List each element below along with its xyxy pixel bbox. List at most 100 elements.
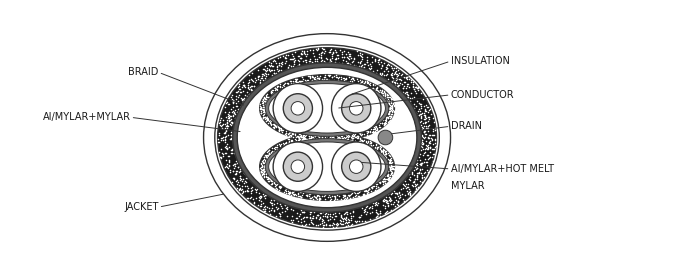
Point [257,100,268,104]
Point [385,167,396,171]
Point [414,107,425,111]
Point [380,200,391,204]
Point [323,132,334,136]
Point [412,177,423,182]
Point [239,83,250,88]
Point [391,80,403,85]
Point [368,184,380,189]
Point [390,78,401,82]
Point [258,164,269,168]
Point [391,202,402,206]
Point [408,84,419,88]
Point [366,144,377,148]
Point [352,60,363,65]
Point [308,76,319,81]
Ellipse shape [233,63,421,212]
Point [294,134,305,139]
Circle shape [350,101,363,115]
Point [284,191,295,195]
Point [255,196,266,200]
Point [254,102,266,106]
Point [405,90,416,95]
Point [264,178,275,183]
Point [271,182,282,187]
Point [423,124,434,128]
Ellipse shape [203,34,451,241]
Point [382,173,393,177]
Point [322,140,333,144]
Point [257,168,268,172]
Point [285,218,296,222]
Point [379,205,390,210]
Text: DRAIN: DRAIN [451,121,482,131]
Point [292,192,303,196]
Point [259,76,271,80]
Point [219,135,230,139]
Point [313,194,324,199]
Point [385,96,396,100]
Point [292,54,303,58]
Point [386,165,397,169]
Point [324,58,336,63]
Point [256,164,267,168]
Point [356,138,367,142]
Point [274,211,285,215]
Point [262,116,273,121]
Point [370,125,382,129]
Point [238,83,249,87]
Point [356,130,367,134]
Point [227,98,238,103]
Point [352,77,363,82]
Point [361,133,372,138]
Point [359,80,370,85]
Point [234,186,245,190]
Point [225,123,236,127]
Point [431,143,442,148]
Point [386,99,397,104]
Point [381,210,392,214]
Point [379,91,390,95]
Point [282,141,294,145]
Point [356,63,367,67]
Point [231,178,243,182]
Point [414,170,425,175]
Point [258,158,269,163]
Point [271,146,282,151]
Point [352,134,363,138]
Point [273,142,284,146]
Point [388,200,399,205]
Circle shape [291,101,305,115]
Point [301,215,312,220]
Point [387,164,398,169]
Point [411,174,422,178]
Point [381,65,392,70]
Point [376,64,387,68]
Point [370,57,381,62]
Point [238,97,249,102]
Point [368,125,380,129]
Point [265,208,276,212]
Point [308,138,319,142]
Point [379,61,390,66]
Point [216,151,227,155]
Point [386,165,397,169]
Point [257,168,268,173]
Point [233,86,245,91]
Point [257,113,268,117]
Point [367,60,378,64]
Point [303,222,315,226]
Point [415,152,426,156]
Point [382,209,393,213]
Point [312,194,323,198]
Point [300,138,311,142]
Point [318,219,329,224]
Point [284,83,295,88]
Point [365,142,376,147]
Point [384,198,395,203]
Point [399,184,410,188]
Point [259,109,270,114]
Ellipse shape [268,84,385,133]
Point [417,138,428,142]
Point [412,158,423,162]
Point [347,134,359,138]
